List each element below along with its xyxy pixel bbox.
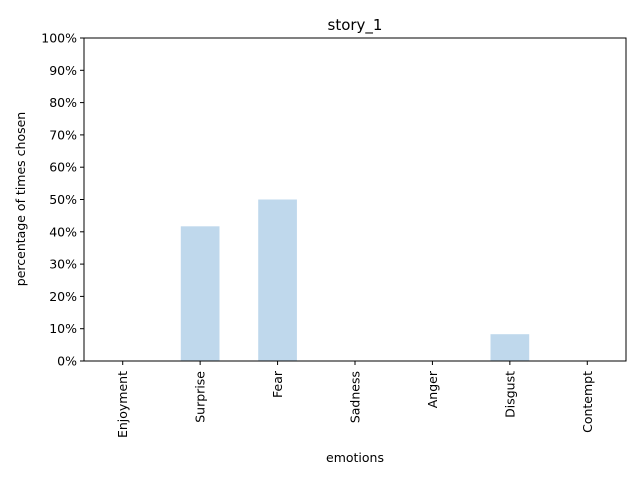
bar-disgust: [490, 334, 530, 361]
x-axis-title: emotions: [326, 450, 384, 465]
y-axis: 0% 10% 20% 30% 40% 50% 60% 70% 80% 90% 100%: [41, 31, 84, 369]
x-tick-label: Enjoyment: [115, 371, 130, 438]
x-tick-label: Surprise: [193, 371, 208, 423]
x-tick-label: Disgust: [502, 371, 517, 418]
y-tick-label: 100%: [41, 31, 77, 46]
x-tick-label: Fear: [270, 370, 285, 398]
y-axis-title: percentage of times chosen: [13, 112, 28, 286]
x-tick-label: Anger: [425, 370, 440, 408]
y-tick-label: 20%: [49, 289, 77, 304]
y-tick-label: 80%: [49, 95, 77, 110]
y-tick-label: 10%: [49, 321, 77, 336]
y-tick-label: 60%: [49, 160, 77, 175]
y-tick-label: 70%: [49, 127, 77, 142]
y-tick-label: 40%: [49, 224, 77, 239]
bar-fear: [258, 199, 297, 361]
plot-frame: [83, 37, 627, 362]
x-tick-label: Contempt: [580, 371, 595, 433]
y-tick-label: 90%: [49, 63, 77, 78]
x-tick-label: Sadness: [348, 371, 363, 423]
chart-title: story_1: [328, 16, 383, 35]
y-tick-label: 30%: [49, 257, 77, 272]
bars-group: [180, 199, 530, 361]
x-axis: Enjoyment Surprise Fear Sadness Anger Disgust…: [115, 361, 595, 438]
y-tick-label: 0%: [57, 354, 77, 369]
y-tick-label: 50%: [49, 192, 77, 207]
bar-surprise: [180, 226, 220, 361]
